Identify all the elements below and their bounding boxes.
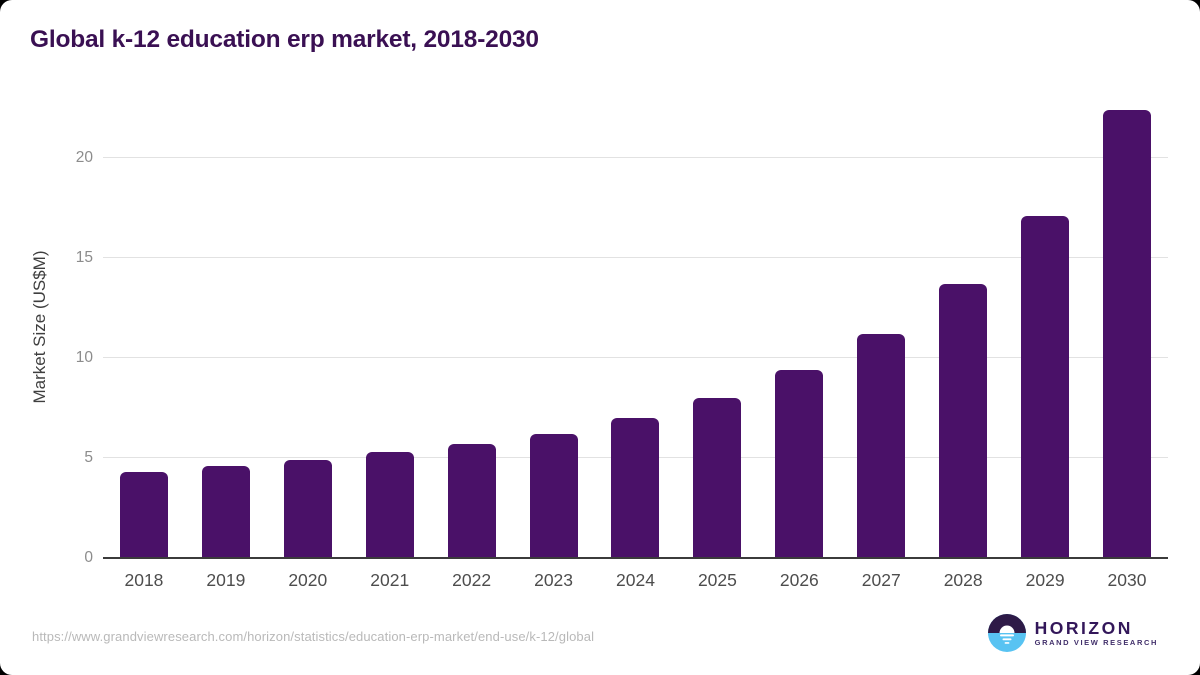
bar-2024 [611, 418, 660, 558]
xtick-2018: 2018 [124, 570, 164, 590]
bar-slot-2030 [1086, 95, 1168, 558]
bar-2026 [775, 370, 824, 558]
ytick-0: 0 [84, 549, 93, 566]
bar-2021 [365, 452, 414, 558]
bar-slot-2021 [349, 95, 431, 558]
bar-slot-2027 [840, 95, 922, 558]
bar-slot-2024 [595, 95, 677, 558]
x-axis-labels: 2018 2019 2020 2021 2022 2023 2024 2025 2026 2027… [103, 570, 1168, 591]
ytick-20: 20 [75, 149, 93, 166]
bar-slot-2028 [922, 95, 1004, 558]
bar-2022 [447, 444, 496, 558]
bar-slot-2026 [758, 95, 840, 558]
bar-2027 [857, 334, 906, 558]
bar-slot-2029 [1004, 95, 1086, 558]
ytick-5: 5 [84, 449, 93, 466]
source-url: https://www.grandviewresearch.com/horizo… [32, 629, 595, 644]
xtick-2022: 2022 [452, 570, 492, 590]
xtick-2028: 2028 [943, 570, 983, 590]
bar-slot-2018 [103, 95, 185, 558]
bar-2028 [939, 284, 988, 558]
bar-2023 [529, 434, 578, 558]
bar-2029 [1021, 216, 1070, 558]
gridline-20 [103, 157, 1168, 158]
bar-series [103, 95, 1168, 558]
bar-slot-2022 [431, 95, 513, 558]
xtick-2026: 2026 [779, 570, 819, 590]
xtick-2024: 2024 [616, 570, 655, 590]
bar-2019 [201, 466, 250, 558]
xtick-2021: 2021 [370, 570, 410, 590]
y-axis-title: Market Size (US$M) [30, 250, 49, 404]
ytick-15: 15 [75, 249, 93, 266]
x-axis-line [103, 557, 1168, 559]
bar-2030 [1103, 110, 1152, 558]
bar-slot-2019 [185, 95, 267, 558]
brand-logo: HORIZON GRAND VIEW RESEARCH [987, 614, 1158, 652]
xtick-2023: 2023 [534, 570, 574, 590]
xtick-2019: 2019 [206, 570, 246, 590]
bar-2020 [283, 460, 332, 558]
bar-slot-2020 [267, 95, 349, 558]
logo-subtitle: GRAND VIEW RESEARCH [1034, 638, 1158, 647]
plot-area [103, 95, 1168, 559]
xtick-2020: 2020 [288, 570, 328, 590]
xtick-2030: 2030 [1107, 570, 1147, 590]
gridline-15 [103, 257, 1168, 258]
ytick-10: 10 [75, 349, 93, 366]
bar-2018 [119, 472, 168, 558]
bar-slot-2025 [676, 95, 758, 558]
xtick-2027: 2027 [861, 570, 901, 590]
horizon-sun-icon [987, 614, 1026, 652]
y-axis-tick-labels: 0 5 10 15 20 [48, 95, 93, 566]
logo-text: HORIZON GRAND VIEW RESEARCH [1035, 618, 1158, 648]
xtick-2025: 2025 [697, 570, 737, 590]
chart-title: Global k-12 education erp market, 2018-2… [30, 26, 539, 53]
bar-slot-2023 [513, 95, 595, 558]
bar-2025 [693, 398, 742, 558]
logo-wordmark: HORIZON [1034, 618, 1133, 638]
xtick-2029: 2029 [1025, 570, 1065, 590]
gridline-10 [103, 357, 1168, 358]
